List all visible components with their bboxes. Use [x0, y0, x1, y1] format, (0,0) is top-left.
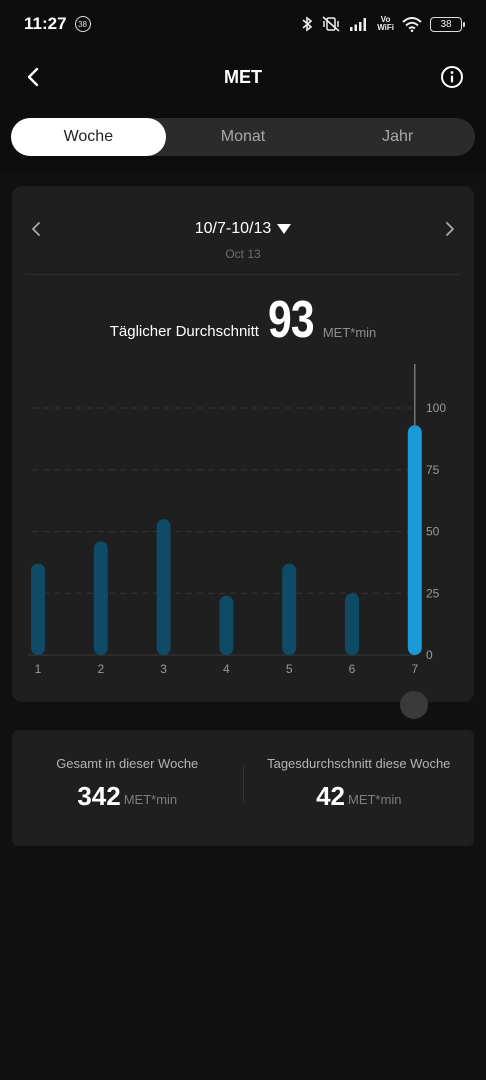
y-tick-label-100: 100 [426, 401, 446, 415]
x-tick-label-3: 3 [160, 662, 167, 676]
bar-day-3[interactable] [156, 519, 171, 655]
total-unit: MET*min [123, 792, 178, 807]
bluetooth-icon [302, 16, 313, 32]
date-range-label: 10/7-10/13 [194, 220, 272, 237]
status-right: Vo WiFi 38 [301, 16, 465, 32]
stat-divider [242, 766, 244, 802]
tab-monat[interactable]: Monat [220, 128, 266, 145]
signal-icon [350, 18, 367, 31]
x-tick-label-6: 6 [349, 662, 356, 676]
scroll-handle[interactable] [400, 691, 428, 719]
total-value: 342 [77, 781, 121, 811]
vowifi-label: Vo WiFi [377, 16, 394, 32]
bar-day-5[interactable] [282, 563, 297, 655]
bar-day-4[interactable] [219, 595, 234, 655]
avg-stat: Tagesdurchschnitt diese Woche 42 MET*min [244, 730, 475, 846]
vibrate-off-icon [322, 16, 340, 32]
selected-date: Oct 13 [225, 247, 261, 261]
notification-badge: 38 [74, 16, 91, 32]
tab-woche[interactable]: Woche [11, 118, 166, 156]
vowifi-bottom: WiFi [377, 23, 394, 32]
daily-average-label: Täglicher Durchschnitt [109, 323, 259, 340]
bar-day-1[interactable] [31, 563, 45, 655]
daily-average-value: 93 [267, 291, 315, 349]
total-label: Gesamt in dieser Woche [56, 756, 199, 771]
y-tick-label-75: 75 [426, 463, 440, 477]
total-stat: Gesamt in dieser Woche 342 MET*min [12, 730, 243, 846]
app-header: MET [0, 52, 486, 102]
page-title: MET [224, 66, 262, 87]
chevron-left-icon[interactable] [28, 220, 44, 238]
triangle-down-icon [277, 224, 292, 234]
chevron-right-icon[interactable] [442, 220, 458, 238]
wifi-icon [402, 16, 422, 32]
y-tick-label-50: 50 [426, 525, 440, 539]
daily-average: Täglicher Durchschnitt 93 MET*min [12, 286, 474, 346]
bar-day-2[interactable] [93, 541, 108, 655]
x-tick-label-5: 5 [286, 662, 293, 676]
chart-card: 10/7-10/13 Oct 13 Täglicher Durchschnitt… [12, 186, 474, 702]
avg-value: 42 [316, 781, 345, 811]
y-tick-label-25: 25 [426, 586, 440, 600]
x-tick-label-7: 7 [411, 662, 418, 676]
divider [26, 274, 460, 275]
tab-jahr[interactable]: Jahr [382, 128, 414, 145]
bar-day-6[interactable] [345, 593, 359, 655]
period-tabs: Woche Monat Jahr [11, 118, 475, 156]
met-bar-chart[interactable]: 0 25 50 75 100 1 2 3 4 5 6 7 [12, 186, 474, 702]
x-tick-label-4: 4 [223, 662, 230, 676]
info-icon[interactable] [440, 65, 464, 89]
date-range-selector[interactable]: 10/7-10/13 [12, 220, 474, 238]
bar-day-7[interactable] [407, 425, 422, 655]
vowifi-top: Vo [380, 15, 391, 24]
avg-label: Tagesdurchschnitt diese Woche [267, 756, 451, 771]
status-time: 11:27 [24, 14, 67, 33]
avg-unit: MET*min [347, 792, 402, 807]
daily-average-unit: MET*min [322, 325, 377, 340]
status-left: 11:27 38 [24, 14, 91, 34]
total-value-row: 342 MET*min [77, 783, 177, 809]
avg-value-row: 42 MET*min [316, 783, 401, 809]
chevron-left-icon[interactable] [22, 65, 46, 89]
x-tick-label-2: 2 [97, 662, 104, 676]
weekly-stats-card: Gesamt in dieser Woche 342 MET*min Tages… [12, 730, 474, 846]
status-bar: 11:27 38 Vo WiFi 38 [0, 0, 486, 48]
x-tick-label-1: 1 [35, 662, 42, 676]
battery-indicator: 38 [430, 16, 465, 32]
y-tick-label-0: 0 [426, 648, 433, 662]
